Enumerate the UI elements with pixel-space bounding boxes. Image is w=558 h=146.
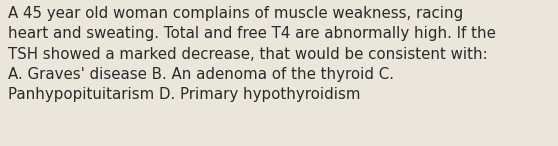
Text: A 45 year old woman complains of muscle weakness, racing
heart and sweating. Tot: A 45 year old woman complains of muscle …: [8, 6, 496, 102]
